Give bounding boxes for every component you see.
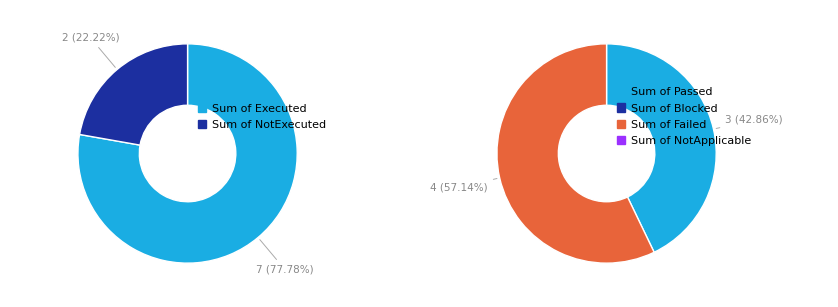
Wedge shape [607, 44, 716, 252]
Wedge shape [497, 44, 654, 263]
Legend: Sum of Executed, Sum of NotExecuted: Sum of Executed, Sum of NotExecuted [198, 103, 326, 130]
Text: 4 (57.14%): 4 (57.14%) [430, 178, 497, 192]
Legend: Sum of Passed, Sum of Blocked, Sum of Failed, Sum of NotApplicable: Sum of Passed, Sum of Blocked, Sum of Fa… [617, 87, 751, 146]
Text: 3 (42.86%): 3 (42.86%) [716, 115, 783, 129]
Wedge shape [80, 44, 188, 145]
Text: 2 (22.22%): 2 (22.22%) [61, 33, 119, 67]
Wedge shape [78, 44, 297, 263]
Text: 7 (77.78%): 7 (77.78%) [256, 240, 313, 274]
